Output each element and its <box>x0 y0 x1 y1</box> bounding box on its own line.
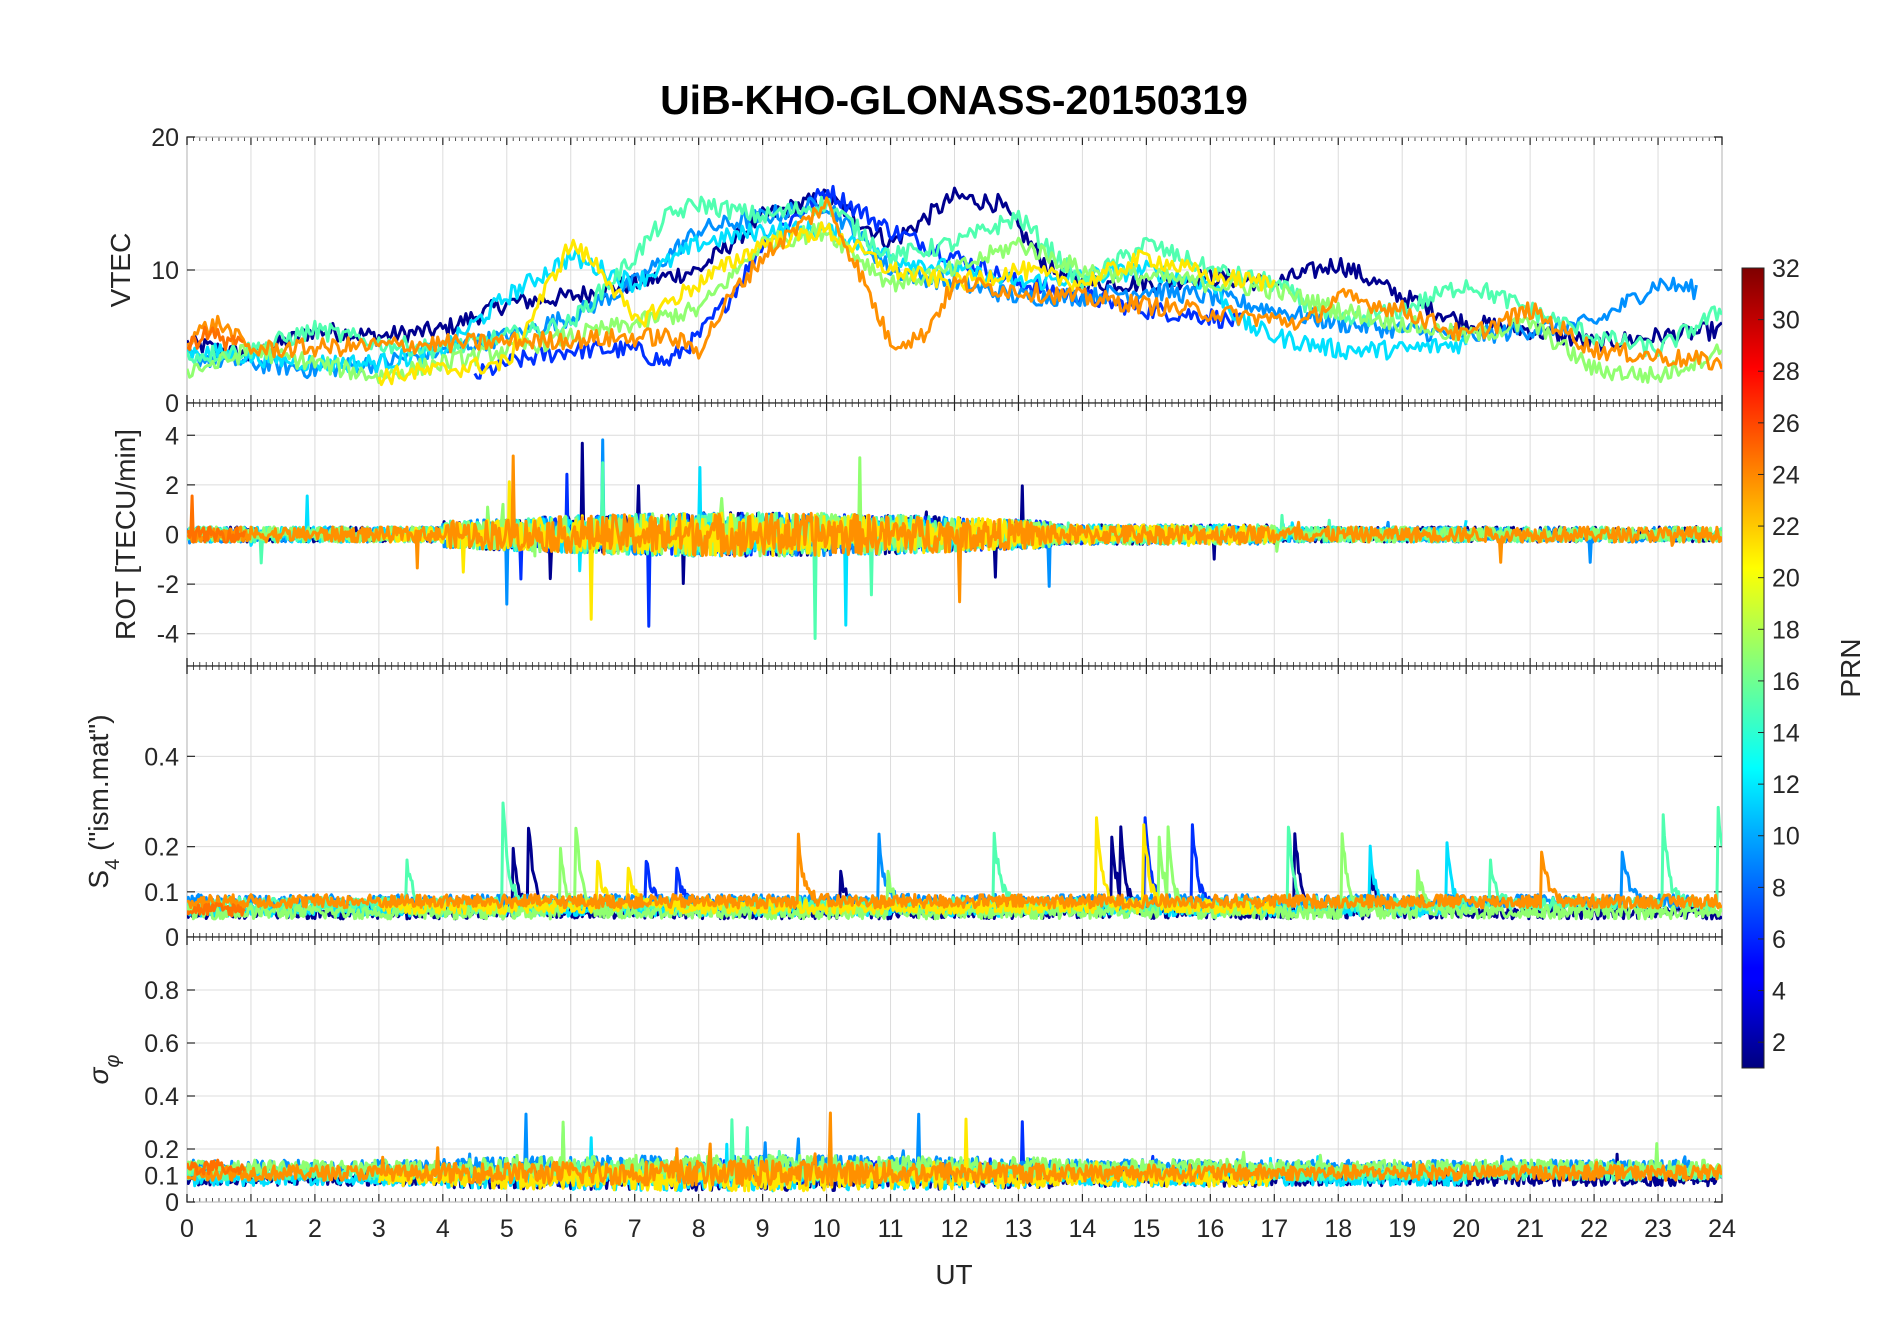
tick-label-y: 0.1 <box>144 879 179 907</box>
tick-label-x: 11 <box>878 1215 904 1243</box>
colorbar-tick-label: 20 <box>1772 565 1800 593</box>
colorbar <box>1741 267 1765 1069</box>
series-line-prn-15 <box>187 195 1722 365</box>
tick-label-y: 0 <box>165 522 179 550</box>
tick-label-y: 0.8 <box>144 977 179 1005</box>
chart-title: UiB-KHO-GLONASS-20150319 <box>660 77 1248 123</box>
tick-label-y: 0 <box>165 390 179 418</box>
tick-label-x: 8 <box>692 1215 706 1243</box>
tick-label-x: 2 <box>308 1215 322 1243</box>
tick-label-y: 0 <box>165 1189 179 1217</box>
colorbar-tick-label: 2 <box>1772 1029 1786 1057</box>
tick-label-y: 4 <box>165 422 179 450</box>
tick-label-x: 0 <box>180 1215 194 1243</box>
tick-label-y: 20 <box>151 124 179 152</box>
y-axis-label-rot: ROT [TECU/min] <box>110 429 141 640</box>
tick-label-y: 10 <box>151 257 179 285</box>
panel-sigma-series <box>187 1111 1722 1193</box>
colorbar-tick-label: 32 <box>1772 255 1800 283</box>
tick-label-x: 21 <box>1516 1215 1544 1243</box>
tick-label-x: 22 <box>1580 1215 1608 1243</box>
tick-label-x: 14 <box>1069 1215 1097 1243</box>
tick-label-x: 17 <box>1260 1215 1288 1243</box>
colorbar-label: PRN <box>1835 638 1866 697</box>
tick-label-y: -2 <box>157 571 179 599</box>
tick-label-y: 0.4 <box>144 743 179 771</box>
colorbar-tick-label: 4 <box>1772 978 1786 1006</box>
series-line-prn-24 <box>187 1158 246 1176</box>
colorbar-tick-label: 8 <box>1772 874 1786 902</box>
series-line-prn-17 <box>187 222 1722 385</box>
tick-label-x: 4 <box>436 1215 450 1243</box>
tick-label-x: 6 <box>564 1215 578 1243</box>
tick-label-x: 16 <box>1196 1215 1224 1243</box>
series-line-prn-20 <box>377 221 1276 387</box>
y-axis-label-s4: S4 ("ism.mat") <box>83 714 124 888</box>
colorbar-tick-label: 22 <box>1772 513 1800 541</box>
tick-label-x: 3 <box>372 1215 386 1243</box>
colorbar-tick-label: 26 <box>1772 410 1800 438</box>
tick-label-x: 12 <box>941 1215 969 1243</box>
tick-label-x: 7 <box>628 1215 642 1243</box>
tick-label-y: 2 <box>165 472 179 500</box>
series-line-prn-24 <box>187 325 245 352</box>
tick-label-x: 15 <box>1132 1215 1160 1243</box>
colorbar-tick-label: 18 <box>1772 616 1800 644</box>
colorbar-tick-label: 10 <box>1772 823 1800 851</box>
colorbar-tick-label: 6 <box>1772 926 1786 954</box>
tick-label-x: 19 <box>1388 1215 1416 1243</box>
tick-label-y: 0.1 <box>144 1163 179 1191</box>
tick-label-y: 0.4 <box>144 1083 179 1111</box>
panel-vtec-series <box>187 184 1722 387</box>
series-line-prn-1 <box>187 186 1722 363</box>
series-line-prn-23 <box>187 454 1722 604</box>
series-line-prn-24 <box>187 494 247 544</box>
tick-label-x: 1 <box>244 1215 258 1243</box>
colorbar-tick-label: 12 <box>1772 771 1800 799</box>
tick-label-y: 0.2 <box>144 834 179 862</box>
tick-label-x: 24 <box>1708 1215 1736 1243</box>
tick-label-x: 20 <box>1452 1215 1480 1243</box>
colorbar-tick-label: 14 <box>1772 720 1800 748</box>
series-line-prn-24 <box>187 902 246 918</box>
colorbar-tick-label: 24 <box>1772 461 1800 489</box>
tick-label-x: 10 <box>813 1215 841 1243</box>
tick-label-x: 13 <box>1005 1215 1033 1243</box>
series-line-prn-23 <box>187 1111 1722 1187</box>
x-axis-label: UT <box>935 1259 972 1290</box>
tick-label-y: 0.6 <box>144 1030 179 1058</box>
colorbar-tick-label: 16 <box>1772 668 1800 696</box>
tick-label-y: -4 <box>157 621 179 649</box>
y-axis-label-sigma: σφ <box>83 1055 124 1085</box>
tick-label-x: 9 <box>756 1215 770 1243</box>
panel-s4-series <box>187 801 1722 921</box>
series-line-prn-23 <box>187 196 1722 371</box>
colorbar-tick-label: 30 <box>1772 307 1800 335</box>
series-line-prn-20 <box>377 816 1276 915</box>
tick-label-x: 5 <box>500 1215 514 1243</box>
series-line-prn-23 <box>187 832 1722 910</box>
tick-label-x: 18 <box>1324 1215 1352 1243</box>
tick-label-y: 0 <box>165 924 179 952</box>
tick-label-x: 23 <box>1644 1215 1672 1243</box>
panel-rot-series <box>187 438 1722 640</box>
y-axis-label-vtec: VTEC <box>105 233 136 308</box>
colorbar-tick-label: 28 <box>1772 358 1800 386</box>
tick-label-y: 0.2 <box>144 1136 179 1164</box>
